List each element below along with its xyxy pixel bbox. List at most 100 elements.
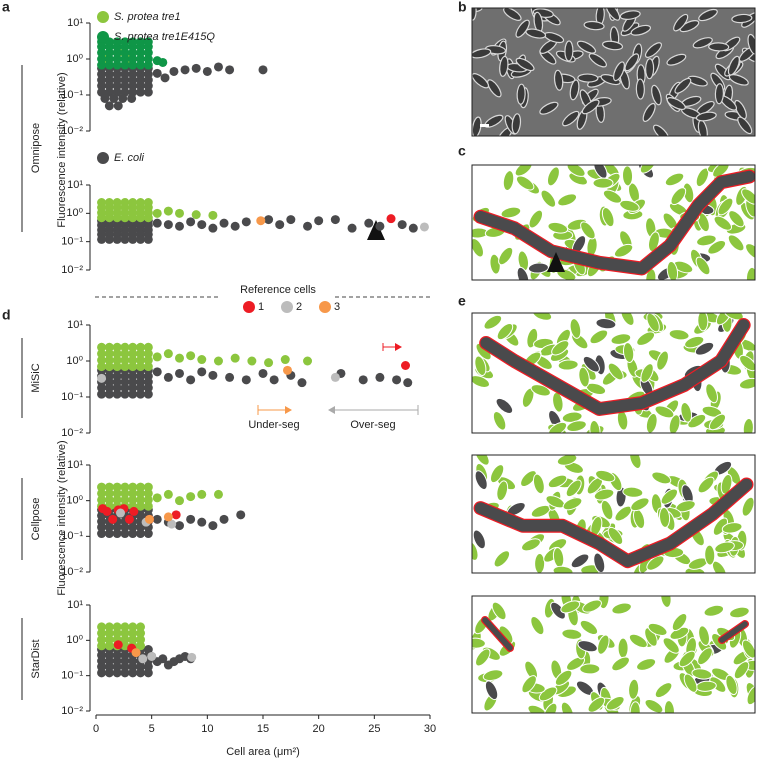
point <box>225 372 235 382</box>
point <box>128 383 138 393</box>
x-tick-label: 0 <box>93 723 99 735</box>
cell <box>708 413 727 431</box>
point <box>136 495 146 505</box>
micrograph <box>472 8 755 136</box>
point <box>104 87 114 97</box>
cell <box>576 40 597 54</box>
point <box>128 635 138 645</box>
point <box>115 508 125 518</box>
legend-swatch <box>97 11 109 23</box>
cell <box>582 599 602 613</box>
cell <box>705 383 718 404</box>
point <box>128 529 138 539</box>
cell <box>628 633 648 649</box>
cell <box>651 471 672 485</box>
point <box>128 362 138 372</box>
cell <box>645 58 655 80</box>
point <box>120 522 130 532</box>
point <box>112 54 122 64</box>
cell <box>697 313 709 332</box>
cell <box>629 455 642 469</box>
cell <box>474 470 488 491</box>
cell <box>472 237 484 258</box>
point <box>104 529 114 539</box>
y-tick-label: 10⁻² <box>61 705 83 717</box>
cell <box>648 231 660 252</box>
cell <box>560 701 575 713</box>
cell <box>731 13 753 24</box>
cell <box>739 354 755 372</box>
point <box>128 628 138 638</box>
cell <box>683 673 698 693</box>
point <box>104 81 114 91</box>
cell <box>698 8 718 22</box>
point <box>171 510 181 520</box>
cell <box>553 69 564 91</box>
point <box>97 81 107 91</box>
cell <box>642 102 656 123</box>
point <box>136 622 146 632</box>
point <box>269 375 279 385</box>
cell <box>613 243 634 258</box>
point <box>143 81 153 91</box>
cell <box>511 113 522 135</box>
point <box>120 482 130 492</box>
point <box>118 93 128 103</box>
point <box>186 375 196 385</box>
point <box>163 372 173 382</box>
point <box>136 355 146 365</box>
panel-letter: e <box>458 293 466 309</box>
legend-swatch <box>319 301 331 313</box>
y-tick-label: 10⁰ <box>66 495 83 507</box>
over-seg-arrow <box>328 405 419 415</box>
point <box>186 514 196 524</box>
point <box>97 482 107 492</box>
cell <box>564 40 574 62</box>
cell <box>728 74 749 86</box>
point <box>213 489 223 499</box>
cell <box>727 55 740 76</box>
point <box>197 367 207 377</box>
point <box>97 628 107 638</box>
point <box>128 522 138 532</box>
legend-label: 3 <box>334 301 340 313</box>
point <box>112 488 122 498</box>
cell <box>619 10 641 20</box>
cell <box>746 685 755 706</box>
point <box>128 54 138 64</box>
cell <box>551 340 570 356</box>
point <box>120 37 130 47</box>
cell <box>492 410 507 431</box>
panel-letter: d <box>2 307 11 323</box>
point <box>175 221 184 231</box>
annotation: Over-seg <box>350 419 395 431</box>
cell <box>569 79 580 101</box>
legend-label: 2 <box>296 301 302 313</box>
point <box>136 54 146 64</box>
cell <box>579 619 599 636</box>
point <box>264 358 274 368</box>
cell <box>530 384 551 397</box>
point <box>143 389 153 399</box>
cell <box>668 414 681 433</box>
point <box>175 353 184 363</box>
point <box>112 622 122 632</box>
point <box>397 220 407 230</box>
point <box>208 223 218 233</box>
point <box>112 668 122 678</box>
panel-letter: c <box>458 143 466 159</box>
point <box>131 648 141 658</box>
cell <box>495 397 514 414</box>
cell <box>482 669 504 682</box>
cell <box>602 40 624 51</box>
point <box>104 342 114 352</box>
point <box>152 68 162 78</box>
point <box>219 218 229 228</box>
method-label: StarDist <box>30 639 42 678</box>
point <box>175 521 184 531</box>
point <box>136 198 146 208</box>
cell <box>636 658 657 671</box>
legend-label: 1 <box>258 301 264 313</box>
cell <box>581 99 600 115</box>
point <box>186 492 196 502</box>
